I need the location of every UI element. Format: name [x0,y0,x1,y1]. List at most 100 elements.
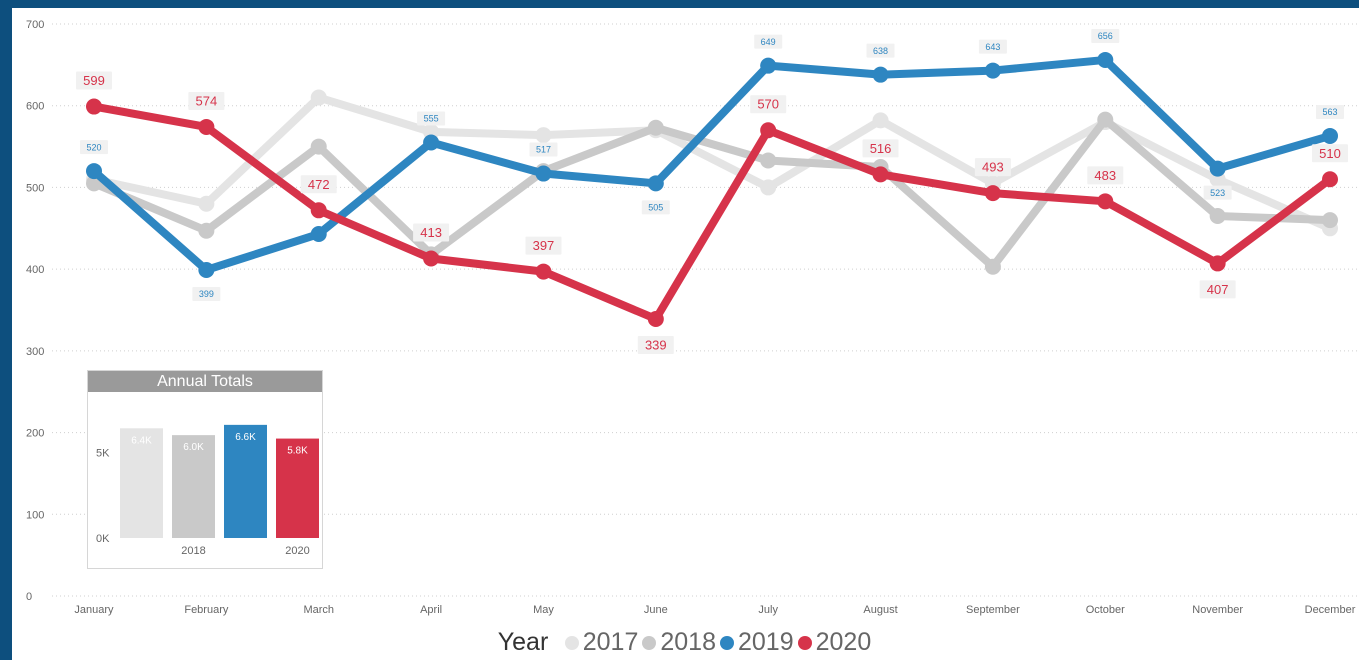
series-2020-point [1097,193,1114,210]
x-tick-label: October [1086,604,1125,616]
series-2017-point [535,127,552,144]
x-tick-label: March [303,604,334,616]
data-label-bg [413,223,450,242]
data-label-series-2019: 520 [86,142,101,152]
x-tick-label: June [644,604,668,616]
inset-bar-value-label: 6.6K [235,432,256,443]
series-2020-point [872,166,889,183]
data-label-series-2020: 570 [757,97,779,112]
data-label-bg [750,95,787,114]
data-label-bg [192,286,221,301]
data-label-bg [80,140,108,155]
y-tick-label: 500 [26,182,44,194]
series-2020-point [984,185,1001,202]
annual-totals-bar-chart: 0K 5K 6.4K 6.0K 2018 6.6K 5.8K 2020 [96,424,319,557]
series-2019-point [1209,160,1226,177]
data-label-series-2020: 413 [420,225,442,240]
legend-title: Year [497,628,549,656]
annual-totals-title: Annual Totals [88,371,322,392]
chart-stage: 0 100 200 300 400 500 600 700 January February Mar… [12,8,1359,660]
data-label-series-2019: 555 [424,114,439,124]
series-2017-point [310,89,327,106]
data-label-series-2019: 399 [199,289,214,299]
series-2018-point [198,222,215,239]
data-label-series-2019: 563 [1322,107,1337,117]
data-label-series-2019: 643 [985,42,1000,52]
data-label-bg [637,335,674,354]
series-2019-point [310,226,327,243]
legend-label: 2019 [737,628,794,656]
data-label-bg [525,236,562,255]
series-2017-line [90,93,1334,233]
data-label-series-2020: 339 [645,337,667,352]
series-2018-point [647,119,664,136]
inset-x-tick-label: 2020 [285,545,309,557]
data-label-bg [862,139,899,158]
legend-label: 2020 [815,628,872,656]
series-2017-point [760,179,777,196]
x-tick-label: September [966,604,1020,616]
series-2019-point [760,57,777,74]
legend-item-2019[interactable]: 2019 [719,628,794,657]
y-tick-label: 300 [26,346,44,358]
data-label-series-2020: 599 [83,73,105,88]
series-2020-point [1209,255,1226,272]
x-tick-label: April [420,604,442,616]
data-label-series-2020: 574 [196,93,218,108]
legend-item-2020[interactable]: 2020 [797,628,872,657]
legend-item-2017[interactable]: 2017 [564,628,638,657]
inset-bar-2018 [172,435,215,538]
inset-y-tick-label: 0K [96,533,110,545]
series-2020-line [90,102,1334,323]
series-2019-point [535,165,552,182]
x-tick-label: August [863,604,897,616]
data-label-series-2019: 517 [536,145,551,155]
data-label-bg [1203,185,1232,200]
data-label-bg [188,91,225,110]
data-label-bg [754,34,783,49]
data-label-bg [417,111,446,126]
data-label-bg [1312,144,1348,163]
data-label-series-2019: 505 [648,203,663,213]
data-label-bg [974,158,1011,177]
y-tick-label: 0 [26,591,32,603]
data-label-series-2020: 397 [533,238,555,253]
series-2019-point [198,261,215,278]
series-2019-point [86,163,102,180]
series-2018-point [310,138,327,155]
data-label-bg [1087,166,1124,185]
inset-y-tick-label: 5K [96,447,110,459]
series-2020-point [760,122,777,139]
inset-bar-2017 [120,428,163,538]
series-2018-point [984,258,1001,275]
y-tick-label: 100 [26,509,44,521]
series-2018-point [760,152,777,169]
series-2020-point [1322,171,1338,188]
x-tick-label: December [1305,604,1356,616]
y-tick-label: 400 [26,264,44,276]
series-2018-point [1097,111,1114,128]
series-2020-point [86,98,102,115]
series-2018-point [1209,208,1226,225]
x-tick-label: February [184,604,229,616]
x-tick-label: January [74,604,114,616]
legend: Year 2017 2018 2019 2020 [12,628,1359,657]
data-label-series-2020: 516 [870,141,892,156]
annual-totals-panel: Annual Totals 0K 5K 6.4K 6.0K 2018 6.6K 5.8K 20… [87,370,323,569]
data-label-series-2020: 493 [982,160,1004,175]
y-tick-label: 600 [26,101,44,113]
data-label-bg [866,43,895,58]
inset-bar-value-label: 6.0K [183,442,204,453]
legend-item-2018[interactable]: 2018 [642,628,716,657]
series-2019-point [647,175,664,192]
series-2018-point [1322,212,1338,229]
data-label-bg [641,200,670,215]
data-label-series-2019: 656 [1098,31,1113,41]
legend-swatch [797,635,812,650]
series-2019-line [90,55,1334,274]
series-2019-point [423,134,440,151]
data-label-bg [1091,28,1120,43]
x-tick-label: May [533,604,554,616]
inset-bar-2019 [224,424,267,538]
legend-swatch [719,635,734,650]
